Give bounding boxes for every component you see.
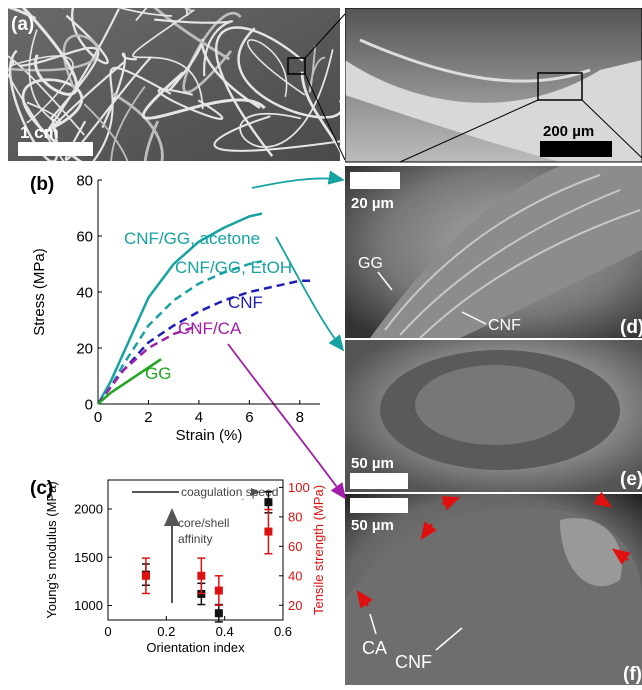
y2-tick-label: 100 <box>288 480 310 495</box>
scale-bar-label: 50 µm <box>351 517 394 534</box>
scale-bar <box>540 141 612 157</box>
x-tick-label: 2 <box>144 409 152 426</box>
series-label: CNF/CA <box>178 319 242 338</box>
y2-tick-label: 40 <box>288 568 302 583</box>
point <box>215 587 223 595</box>
annotation: CNF <box>488 317 521 334</box>
y-tick-label: 20 <box>76 340 93 357</box>
page: { "chart_data": [ { "type": "line", "pan… <box>0 0 642 685</box>
panel-label: (f) <box>623 664 642 685</box>
x-tick-label: 4 <box>195 409 203 426</box>
annotation: GG <box>358 255 383 272</box>
x-tick-label: 0.2 <box>157 624 175 639</box>
panel-label: (a) <box>11 14 34 35</box>
y2-tick-label: 20 <box>288 598 302 613</box>
scale-bar-label: 200 µm <box>543 123 594 140</box>
point <box>197 572 205 580</box>
y-tick-label: 60 <box>76 228 93 245</box>
link-arrow <box>276 237 343 350</box>
point <box>264 528 272 536</box>
series-line <box>98 281 312 404</box>
y2-tick-label: 80 <box>288 509 302 524</box>
scale-bar <box>350 172 400 189</box>
x-tick-label: 0.6 <box>274 624 292 639</box>
series-label: CNF <box>228 293 263 312</box>
y-tick-label: 2000 <box>74 502 103 517</box>
y2-axis-label: Tensile strength (MPa) <box>311 485 326 615</box>
scale-bar-label: 50 µm <box>351 455 394 472</box>
sem-feature <box>415 365 575 445</box>
scale-bar-label: 1 cm <box>20 123 59 142</box>
point <box>215 609 223 617</box>
x-tick-label: 0.4 <box>216 624 234 639</box>
y2-tick-label: 60 <box>288 539 302 554</box>
series-label: CNF/GG, acetone <box>124 229 260 248</box>
series-label: CNF/GG, EtOH <box>175 258 292 277</box>
y-axis-label: Stress (MPa) <box>31 248 48 336</box>
sem-panels: 200 µm 20 µm GG CNF (d) 50 µm (e) 50 µm … <box>345 8 642 685</box>
annotation: CNF <box>395 652 432 672</box>
scale-bar <box>350 498 408 513</box>
figure: 1 cm (a) 200 µm 20 µm GG CNF (d) 50 µm (… <box>0 0 642 685</box>
panel-label: (e) <box>620 469 642 490</box>
point <box>142 572 150 580</box>
y-tick-label: 40 <box>76 284 93 301</box>
x-tick-label: 0 <box>94 409 102 426</box>
y-tick-label: 80 <box>76 172 93 189</box>
y-tick-label: 0 <box>85 396 93 413</box>
scale-bar-label: 20 µm <box>351 195 394 212</box>
x-axis-label: Strain (%) <box>176 427 243 444</box>
annotation: CA <box>362 638 387 658</box>
plot-frame <box>108 480 283 620</box>
panel-label: (d) <box>620 317 642 338</box>
series-label: GG <box>145 364 171 383</box>
fiber <box>53 0 75 8</box>
y-tick-label: 1000 <box>74 598 103 613</box>
annotation: core/shell <box>178 516 229 530</box>
y-axis-label: Young’s modulus (MPa) <box>44 481 59 618</box>
x-tick-label: 6 <box>245 409 253 426</box>
x-tick-label: 8 <box>296 409 304 426</box>
point <box>264 498 272 506</box>
y-tick-label: 1500 <box>74 550 103 565</box>
panel-label: (b) <box>30 174 54 195</box>
scale-bar <box>350 473 408 489</box>
scale-bar <box>18 142 93 156</box>
x-axis-label: Orientation index <box>146 640 245 655</box>
link-arrow <box>252 178 343 188</box>
x-tick-label: 0 <box>104 624 111 639</box>
annotation: coagulation speed <box>181 485 278 499</box>
annotation: affinity <box>178 532 212 546</box>
